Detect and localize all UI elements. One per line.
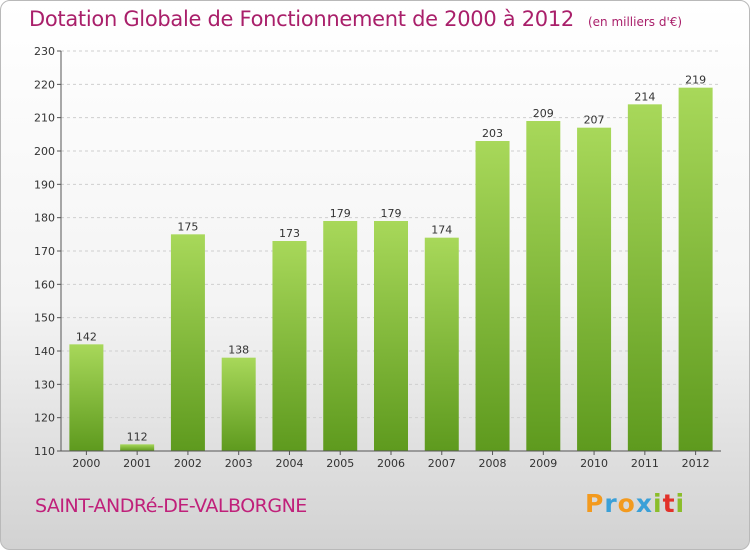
axes bbox=[57, 50, 721, 455]
y-tick-label: 190 bbox=[34, 178, 55, 191]
logo-letter: t bbox=[662, 489, 676, 518]
value-label: 179 bbox=[330, 207, 351, 220]
x-tick-label: 2002 bbox=[174, 457, 202, 470]
y-tick-label: 220 bbox=[34, 78, 55, 91]
chart-subtitle: (en milliers d'€) bbox=[587, 15, 683, 29]
x-tick-label: 2000 bbox=[72, 457, 100, 470]
x-tick-label: 2005 bbox=[326, 457, 354, 470]
x-tick-label: 2006 bbox=[377, 457, 405, 470]
x-tick-label: 2004 bbox=[275, 457, 303, 470]
bar bbox=[526, 121, 561, 451]
value-label: 179 bbox=[381, 207, 402, 220]
labels: 110 120 130 140 150 160 170 180 190 200 210 220 230 1… bbox=[34, 45, 710, 470]
proxiti-logo: Proxiti bbox=[585, 489, 685, 518]
value-label: 175 bbox=[177, 220, 198, 233]
logo-letter: i bbox=[653, 489, 663, 518]
logo-letter: x bbox=[635, 489, 653, 518]
value-label: 219 bbox=[685, 74, 706, 87]
x-tick-label: 2012 bbox=[682, 457, 710, 470]
y-tick-label: 180 bbox=[34, 212, 55, 225]
y-tick-label: 120 bbox=[34, 412, 55, 425]
y-tick-label: 170 bbox=[34, 245, 55, 258]
y-tick-label: 110 bbox=[34, 445, 55, 458]
value-label: 173 bbox=[279, 227, 300, 240]
bar bbox=[69, 344, 104, 451]
bar bbox=[577, 127, 612, 452]
value-label: 142 bbox=[76, 330, 97, 343]
bar bbox=[678, 87, 713, 452]
x-tick-label: 2001 bbox=[123, 457, 151, 470]
bar bbox=[424, 237, 459, 451]
x-tick-label: 2011 bbox=[631, 457, 659, 470]
bar bbox=[374, 221, 408, 451]
value-label: 207 bbox=[584, 114, 605, 127]
value-label: 138 bbox=[228, 344, 249, 357]
bar bbox=[323, 221, 358, 451]
value-label: 209 bbox=[533, 107, 554, 120]
y-tick-label: 160 bbox=[34, 278, 55, 291]
value-label: 174 bbox=[431, 224, 452, 237]
x-tick-label: 2009 bbox=[529, 457, 557, 470]
logo-letter: o bbox=[617, 489, 636, 518]
y-tick-label: 200 bbox=[34, 145, 55, 158]
value-label: 112 bbox=[127, 430, 148, 443]
chart-title: Dotation Globale de Fonctionnement de 20… bbox=[29, 7, 574, 31]
y-tick-label: 150 bbox=[34, 312, 55, 325]
bar bbox=[221, 357, 256, 451]
y-tick-label: 140 bbox=[34, 345, 55, 358]
y-tick-label: 130 bbox=[34, 378, 55, 391]
bar bbox=[170, 234, 205, 451]
x-tick-label: 2003 bbox=[225, 457, 253, 470]
x-tick-label: 2007 bbox=[428, 457, 456, 470]
y-tick-label: 210 bbox=[34, 112, 55, 125]
commune-name: SAINT-ANDRé-DE-VALBORGNE bbox=[35, 495, 307, 517]
value-label: 214 bbox=[634, 90, 655, 103]
bars bbox=[69, 87, 713, 452]
bar bbox=[627, 104, 662, 451]
value-label: 203 bbox=[482, 127, 503, 140]
title-row: Dotation Globale de Fonctionnement de 20… bbox=[29, 7, 682, 31]
bar bbox=[475, 141, 510, 451]
logo-letter: r bbox=[604, 489, 618, 518]
y-tick-label: 230 bbox=[34, 45, 55, 58]
bar bbox=[272, 241, 307, 451]
logo-letter: P bbox=[585, 489, 605, 518]
logo-letter: i bbox=[675, 489, 686, 518]
x-tick-label: 2010 bbox=[580, 457, 608, 470]
x-tick-label: 2008 bbox=[479, 457, 507, 470]
bar bbox=[120, 444, 155, 451]
